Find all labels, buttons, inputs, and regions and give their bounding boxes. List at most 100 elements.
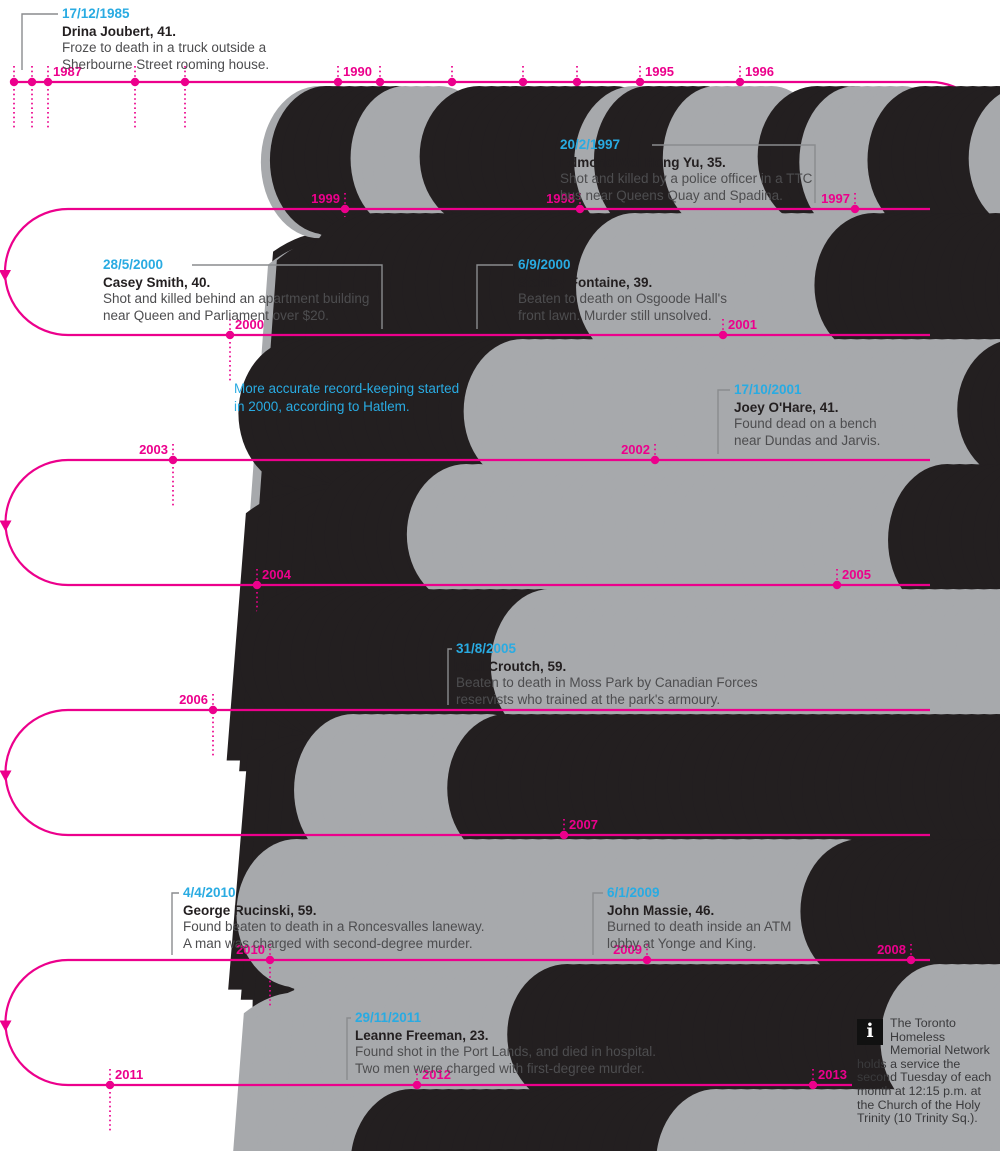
callout-victim-name: Paul Croutch, 59. — [456, 658, 567, 674]
year-marker-dot — [635, 77, 645, 87]
callout-drina-joubert: 17/12/1985 Drina Joubert, 41. Froze to dea… — [62, 6, 269, 73]
callout-description-line: Froze to death in a truck outside a — [62, 40, 267, 55]
callout-description-line: Burned to death inside an ATM — [607, 919, 792, 934]
year-label: 1998 — [546, 191, 575, 206]
callout-date: 17/12/1985 — [62, 6, 130, 21]
callout-victim-name: Drina Joubert, 41. — [62, 23, 177, 39]
callout-connector — [592, 892, 603, 955]
year-label: 1999 — [311, 191, 340, 206]
callout-connector — [717, 389, 730, 454]
callout-date: 17/10/2001 — [734, 382, 802, 397]
callout-connector — [21, 13, 58, 70]
year-label: 1987 — [53, 64, 82, 79]
callout-date: 20/2/1997 — [560, 137, 621, 152]
year-marker-dot — [642, 955, 652, 965]
callout-date: 28/5/2000 — [103, 257, 164, 272]
arrow-down-icon — [0, 520, 12, 532]
year-marker-dot — [168, 455, 178, 465]
year-label: 2007 — [569, 817, 598, 832]
callout-description-line: bus near Queens Quay and Spadina. — [560, 187, 783, 203]
year-marker-dot — [27, 77, 37, 87]
year-marker-dot — [447, 77, 457, 87]
year-marker-dot — [208, 705, 218, 715]
callout-john-massie: 6/1/2009 John Massie, 46. Burned to death … — [607, 885, 791, 952]
callout-victim-name: George Rucinski, 59. — [183, 902, 317, 918]
year-marker-dot — [718, 330, 728, 340]
year-label: 1995 — [645, 64, 674, 79]
callout-description-line: near Dundas and Jarvis. — [734, 432, 881, 448]
year-label: 2006 — [179, 692, 208, 707]
callout-description-line: Found shot in the Port Lands, and died i… — [355, 1044, 656, 1059]
year-label: 2004 — [262, 567, 292, 582]
callout-connector — [447, 648, 452, 705]
year-label: 1996 — [745, 64, 774, 79]
callout-victim-name: Edmond Wai Hong Yu, 35. — [560, 154, 726, 170]
arrow-down-icon — [0, 770, 12, 782]
year-marker-dot — [906, 955, 916, 965]
callout-connector — [346, 1017, 351, 1080]
year-marker-dot — [225, 330, 235, 340]
callout-description-line: front lawn. Murder still unsolved. — [518, 307, 712, 323]
year-marker-dot — [832, 580, 842, 590]
year-label: 2009 — [613, 942, 642, 957]
callout-connector — [476, 264, 513, 329]
callout-connector — [171, 892, 179, 955]
year-marker-dot — [850, 204, 860, 214]
callout-victim-name: Casey Smith, 40. — [103, 274, 211, 290]
callout-connector — [192, 264, 383, 329]
year-label: 2008 — [877, 942, 906, 957]
year-marker-dot — [650, 455, 660, 465]
callout-edmond-wai-hong-yu: 20/2/1997 Edmond Wai Hong Yu, 35. Shot and… — [560, 137, 812, 204]
callout-connector — [652, 144, 816, 203]
year-marker-dot — [43, 77, 53, 87]
callout-description-line: A man was charged with second-degree mur… — [183, 935, 473, 951]
arrow-down-icon — [0, 270, 11, 281]
callout-description-line: near Queen and Parliament over $20. — [103, 307, 329, 323]
callout-george-rucinski: 4/4/2010 George Rucinski, 59. Found beaten… — [183, 885, 484, 952]
timeline-arc — [4, 958, 69, 1087]
year-label: 2012 — [422, 1067, 451, 1082]
callout-date: 31/8/2005 — [456, 641, 517, 656]
year-marker-dot — [808, 1080, 818, 1090]
year-label: 2005 — [842, 567, 871, 582]
year-marker-dot — [265, 955, 275, 965]
callout-description-line: Two men were charged with first-degree m… — [355, 1060, 645, 1076]
timeline-arc — [4, 458, 69, 587]
callout-description-line: reservists who trained at the park's arm… — [456, 691, 721, 707]
year-marker-dot — [559, 830, 569, 840]
timeline-arc — [4, 708, 69, 837]
callout-casey-smith: 28/5/2000 Casey Smith, 40. Shot and killed… — [103, 257, 369, 324]
arrow-down-icon — [0, 1020, 12, 1032]
year-marker-dot — [105, 1080, 115, 1090]
year-label: 2001 — [728, 317, 757, 332]
callout-victim-name: Leanne Freeman, 23. — [355, 1027, 489, 1043]
callout-date: 6/9/2000 — [518, 257, 571, 272]
year-marker-dot — [518, 77, 528, 87]
year-marker-dot — [572, 77, 582, 87]
callout-date: 4/4/2010 — [183, 885, 236, 900]
callout-leanne-freeman: 29/11/2011 Leanne Freeman, 23. Found shot … — [355, 1010, 656, 1077]
callout-date: 29/11/2011 — [355, 1010, 422, 1025]
year-marker-dot — [340, 204, 350, 214]
callout-victim-name: John Massie, 46. — [607, 902, 715, 918]
year-label: 2013 — [818, 1067, 847, 1082]
year-label: 2000 — [235, 317, 264, 332]
year-marker-dot — [735, 77, 745, 87]
year-marker-dot — [333, 77, 343, 87]
callout-description-line: lobby at Yonge and King. — [607, 935, 757, 951]
callout-description-line: Sherbourne Street rooming house. — [62, 56, 270, 72]
year-label: 2011 — [115, 1067, 143, 1082]
callout-description-line: Shot and killed behind an apartment buil… — [103, 291, 370, 306]
callout-paul-croutch: 31/8/2005 Paul Croutch, 59. Beaten to deat… — [456, 641, 758, 708]
callout-victim-name: Stanley Fontaine, 39. — [518, 274, 653, 290]
year-marker-dot — [130, 77, 140, 87]
callout-description-line: Found dead on a bench — [734, 416, 877, 431]
memorial-service-infobox: i The Toronto Homeless Memorial Network h… — [857, 1016, 999, 1126]
callout-description-line: Beaten to death in Moss Park by Canadian… — [456, 675, 758, 690]
callout-description-line: Shot and killed by a police officer in a… — [560, 171, 813, 186]
timeline-arc — [3, 207, 69, 337]
year-label: 2010 — [236, 942, 265, 957]
callout-description-line: Found beaten to death in a Roncesvalles … — [183, 919, 485, 934]
